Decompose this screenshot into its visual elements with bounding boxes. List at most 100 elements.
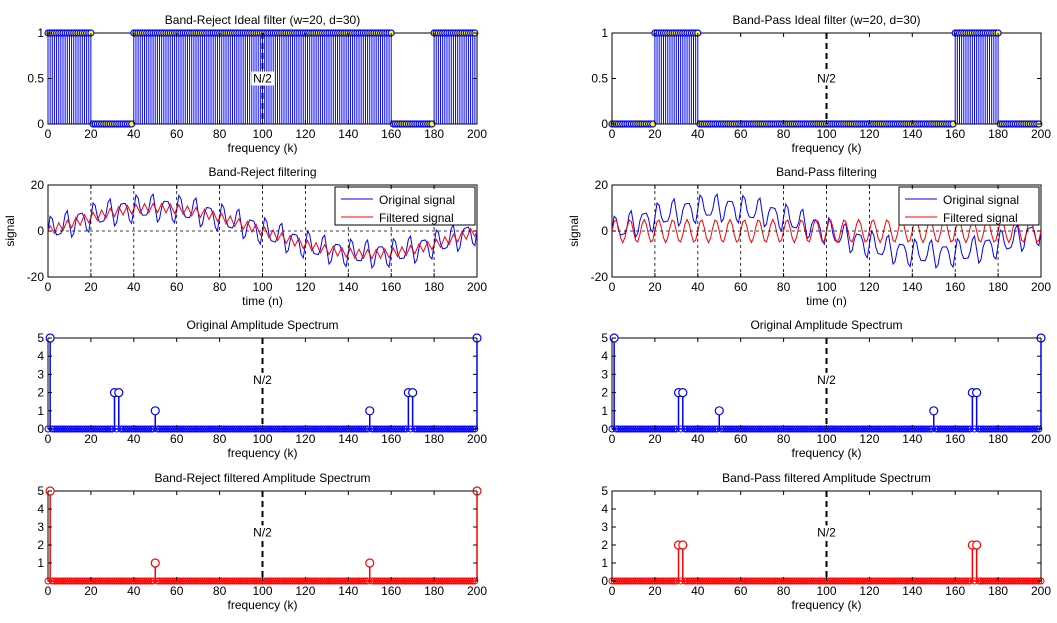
y-tick-label: 4	[37, 349, 44, 363]
x-tick-label: 60	[734, 584, 748, 598]
x-axis-label: frequency (k)	[791, 446, 861, 460]
x-tick-label: 40	[691, 432, 705, 446]
x-tick-label: 140	[902, 432, 922, 446]
x-tick-label: 140	[338, 127, 358, 141]
x-axis-label: frequency (k)	[791, 598, 861, 612]
x-tick-label: 160	[945, 584, 965, 598]
x-tick-label: 200	[1031, 584, 1051, 598]
stem-peak-marker	[678, 540, 688, 550]
x-tick-label: 80	[213, 280, 227, 294]
stem-peak-marker	[365, 558, 375, 568]
chart-title: Band-Reject filtered Amplitude Spectrum	[154, 471, 370, 485]
y-axis-label: signal	[3, 215, 17, 246]
legend-box	[898, 186, 1040, 226]
x-tick-label: 20	[84, 432, 98, 446]
x-tick-label: 40	[127, 127, 141, 141]
x-tick-label: 40	[127, 432, 141, 446]
x-tick-label: 60	[170, 432, 184, 446]
x-tick-label: 40	[127, 280, 141, 294]
x-tick-label: 100	[816, 584, 836, 598]
x-tick-label: 140	[338, 432, 358, 446]
x-tick-label: 20	[84, 584, 98, 598]
chart-bp-filter: 0 20 40 60 80 100 120 140 160 180 200 0 0.5 1 N/2 Band-…	[591, 13, 1051, 155]
chart-br-signal: Original signal Filtered signal 0 20 40 60 80 1…	[3, 165, 487, 308]
x-tick-label: 0	[45, 280, 52, 294]
chart-title: Band-Pass filtered Amplitude Spectrum	[722, 471, 931, 485]
x-tick-label: 160	[381, 432, 401, 446]
series-line-1	[47, 202, 478, 260]
y-tick-label: 1	[601, 26, 608, 40]
x-tick-label: 180	[424, 584, 444, 598]
chart-bp-filt-spec: 0 20 40 60 80 100 120 140 160 180 200012345N/2Band…	[601, 471, 1051, 612]
x-tick-label: 160	[945, 127, 965, 141]
x-tick-label: 60	[734, 432, 748, 446]
x-tick-label: 0	[609, 127, 616, 141]
x-tick-label: 160	[945, 280, 965, 294]
annotation-bg	[251, 525, 275, 540]
legend: Original signal Filtered signal	[898, 186, 1040, 226]
y-tick-label: 4	[601, 349, 608, 363]
x-tick-label: 140	[338, 280, 358, 294]
x-tick-label: 20	[648, 584, 662, 598]
x-axis-label: time (n)	[806, 294, 847, 308]
y-tick-label: 0.5	[591, 72, 608, 86]
chart-title: Band-Pass filtering	[776, 165, 877, 179]
legend-label: Filtered signal	[379, 211, 454, 225]
x-tick-label: 0	[609, 280, 616, 294]
y-tick-label: 1	[601, 556, 608, 570]
x-tick-label: 160	[381, 584, 401, 598]
x-tick-label: 200	[1031, 127, 1051, 141]
x-tick-label: 180	[988, 280, 1008, 294]
y-tick-label: 1	[37, 556, 44, 570]
y-tick-label: 0	[37, 224, 44, 238]
x-tick-label: 100	[816, 127, 836, 141]
legend-label: Original signal	[943, 193, 1019, 207]
annotation-bg	[251, 71, 275, 86]
chart-title: Original Amplitude Spectrum	[186, 318, 338, 332]
y-tick-label: 0	[37, 117, 44, 131]
x-tick-label: 20	[648, 280, 662, 294]
x-tick-label: 200	[467, 432, 487, 446]
x-tick-label: 0	[45, 584, 52, 598]
x-tick-label: 80	[213, 432, 227, 446]
x-tick-label: 160	[381, 280, 401, 294]
x-tick-label: 100	[816, 432, 836, 446]
x-tick-label: 80	[777, 432, 791, 446]
x-tick-label: 180	[424, 432, 444, 446]
legend: Original signal Filtered signal	[334, 186, 476, 226]
data-layer	[44, 29, 479, 128]
x-tick-label: 0	[609, 432, 616, 446]
x-tick-label: 100	[816, 280, 836, 294]
stem-peak-marker	[929, 406, 939, 416]
x-tick-label: 180	[424, 280, 444, 294]
x-tick-label: 80	[777, 584, 791, 598]
x-tick-label: 60	[734, 127, 748, 141]
stem-peak-marker	[150, 558, 160, 568]
annotation-n-half: N/2	[817, 373, 836, 387]
y-tick-label: 5	[37, 331, 44, 345]
stem-marker	[649, 120, 657, 128]
x-tick-label: 140	[902, 584, 922, 598]
x-tick-label: 0	[45, 127, 52, 141]
x-tick-label: 120	[859, 584, 879, 598]
x-tick-label: 200	[467, 127, 487, 141]
y-tick-label: 20	[595, 178, 609, 192]
x-tick-label: 180	[988, 127, 1008, 141]
x-axis-label: frequency (k)	[227, 446, 297, 460]
chart-bp-orig-spec: 0 20 40 60 80 100 120 140 160 180 200012345N/2Orig…	[601, 318, 1051, 460]
x-tick-label: 200	[1031, 280, 1051, 294]
y-tick-label: 1	[601, 404, 608, 418]
chart-title: Band-Pass Ideal filter (w=20, d=30)	[732, 13, 920, 27]
y-tick-label: 3	[601, 367, 608, 381]
x-tick-label: 80	[777, 280, 791, 294]
y-tick-label: 0	[601, 422, 608, 436]
data-layer	[608, 29, 1043, 128]
stem-peak-marker	[714, 406, 724, 416]
x-tick-label: 40	[127, 584, 141, 598]
y-tick-label: 2	[37, 538, 44, 552]
x-tick-label: 20	[648, 432, 662, 446]
stem-peak-marker	[972, 388, 982, 398]
stem-peak-marker	[114, 388, 124, 398]
annotation-n-half: N/2	[817, 72, 836, 86]
stem-marker	[128, 120, 136, 128]
